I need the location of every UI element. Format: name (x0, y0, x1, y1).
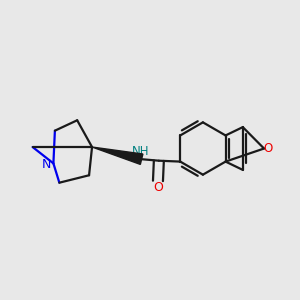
Text: O: O (264, 142, 273, 155)
Text: NH: NH (132, 145, 150, 158)
Text: O: O (153, 181, 163, 194)
Text: N: N (42, 158, 52, 171)
Polygon shape (92, 147, 143, 164)
